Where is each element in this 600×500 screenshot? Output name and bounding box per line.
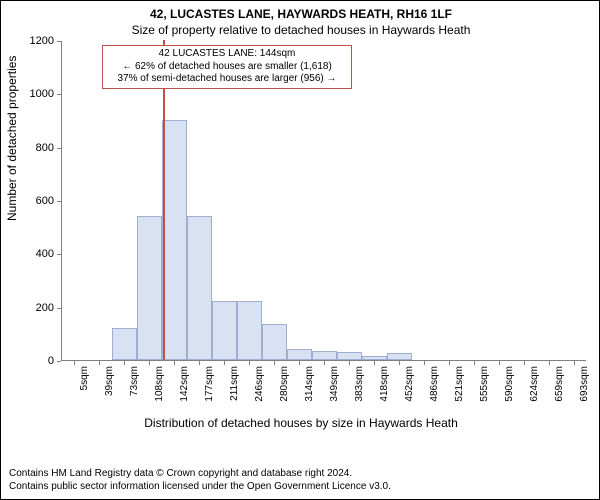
annotation-line: ← 62% of detached houses are smaller (1,… (107, 61, 347, 74)
x-tick-mark (199, 361, 200, 365)
annotation-line: 42 LUCASTES LANE: 144sqm (107, 48, 347, 61)
footer-line-2: Contains public sector information licen… (9, 480, 391, 493)
x-tick-mark (324, 361, 325, 365)
x-tick-label: 418sqm (379, 366, 390, 416)
y-tick-label: 600 (14, 195, 54, 207)
chart-title-sub: Size of property relative to detached ho… (1, 23, 600, 37)
y-tick-label: 200 (14, 302, 54, 314)
y-tick-label: 0 (14, 355, 54, 367)
x-tick-label: 314sqm (304, 366, 315, 416)
x-tick-label: 39sqm (104, 366, 115, 416)
x-tick-label: 349sqm (329, 366, 340, 416)
histogram-bar (387, 353, 412, 360)
x-tick-mark (524, 361, 525, 365)
x-tick-mark (174, 361, 175, 365)
x-tick-mark (499, 361, 500, 365)
x-tick-label: 486sqm (429, 366, 440, 416)
x-tick-mark (224, 361, 225, 365)
histogram-bar (112, 328, 137, 360)
x-tick-label: 246sqm (254, 366, 265, 416)
x-tick-mark (299, 361, 300, 365)
y-tick-mark (57, 361, 61, 362)
x-tick-label: 693sqm (579, 366, 590, 416)
x-tick-mark (99, 361, 100, 365)
x-tick-label: 142sqm (179, 366, 190, 416)
x-tick-mark (149, 361, 150, 365)
x-tick-label: 73sqm (129, 366, 140, 416)
y-tick-mark (57, 308, 61, 309)
x-tick-mark (399, 361, 400, 365)
x-tick-label: 280sqm (279, 366, 290, 416)
y-tick-label: 1000 (14, 88, 54, 100)
histogram-bar (137, 216, 162, 360)
x-tick-label: 383sqm (354, 366, 365, 416)
histogram-bar (312, 351, 337, 360)
histogram-bar (337, 352, 362, 360)
y-tick-label: 800 (14, 142, 54, 154)
chart-container: 42, LUCASTES LANE, HAYWARDS HEATH, RH16 … (0, 0, 600, 500)
histogram-bar (287, 349, 312, 360)
chart-title-main: 42, LUCASTES LANE, HAYWARDS HEATH, RH16 … (1, 7, 600, 21)
x-tick-mark (474, 361, 475, 365)
x-axis-label: Distribution of detached houses by size … (1, 416, 600, 430)
y-tick-label: 400 (14, 248, 54, 260)
x-tick-label: 177sqm (204, 366, 215, 416)
histogram-bar (237, 301, 262, 360)
x-tick-mark (449, 361, 450, 365)
x-tick-label: 624sqm (529, 366, 540, 416)
footer-line-1: Contains HM Land Registry data © Crown c… (9, 467, 391, 480)
y-tick-mark (57, 254, 61, 255)
x-tick-mark (374, 361, 375, 365)
annotation-line: 37% of semi-detached houses are larger (… (107, 73, 347, 86)
x-tick-mark (574, 361, 575, 365)
x-tick-mark (424, 361, 425, 365)
histogram-bar (362, 356, 387, 360)
x-tick-mark (249, 361, 250, 365)
x-tick-mark (349, 361, 350, 365)
histogram-bar (162, 120, 187, 360)
x-tick-mark (549, 361, 550, 365)
x-tick-mark (74, 361, 75, 365)
histogram-bar (212, 301, 237, 360)
x-tick-label: 555sqm (479, 366, 490, 416)
x-tick-label: 452sqm (404, 366, 415, 416)
x-tick-label: 659sqm (554, 366, 565, 416)
y-tick-mark (57, 201, 61, 202)
x-tick-label: 211sqm (229, 366, 240, 416)
annotation-box: 42 LUCASTES LANE: 144sqm← 62% of detache… (102, 45, 352, 89)
histogram-bar (262, 324, 287, 360)
y-tick-mark (57, 41, 61, 42)
footer-text: Contains HM Land Registry data © Crown c… (9, 467, 391, 493)
x-tick-label: 5sqm (79, 366, 90, 416)
x-tick-label: 521sqm (454, 366, 465, 416)
y-tick-label: 1200 (14, 35, 54, 47)
x-tick-label: 590sqm (504, 366, 515, 416)
y-tick-mark (57, 148, 61, 149)
x-tick-mark (274, 361, 275, 365)
plot-area: 42 LUCASTES LANE: 144sqm← 62% of detache… (61, 41, 586, 361)
histogram-bar (187, 216, 212, 360)
x-tick-label: 108sqm (154, 366, 165, 416)
y-tick-mark (57, 94, 61, 95)
x-tick-mark (124, 361, 125, 365)
